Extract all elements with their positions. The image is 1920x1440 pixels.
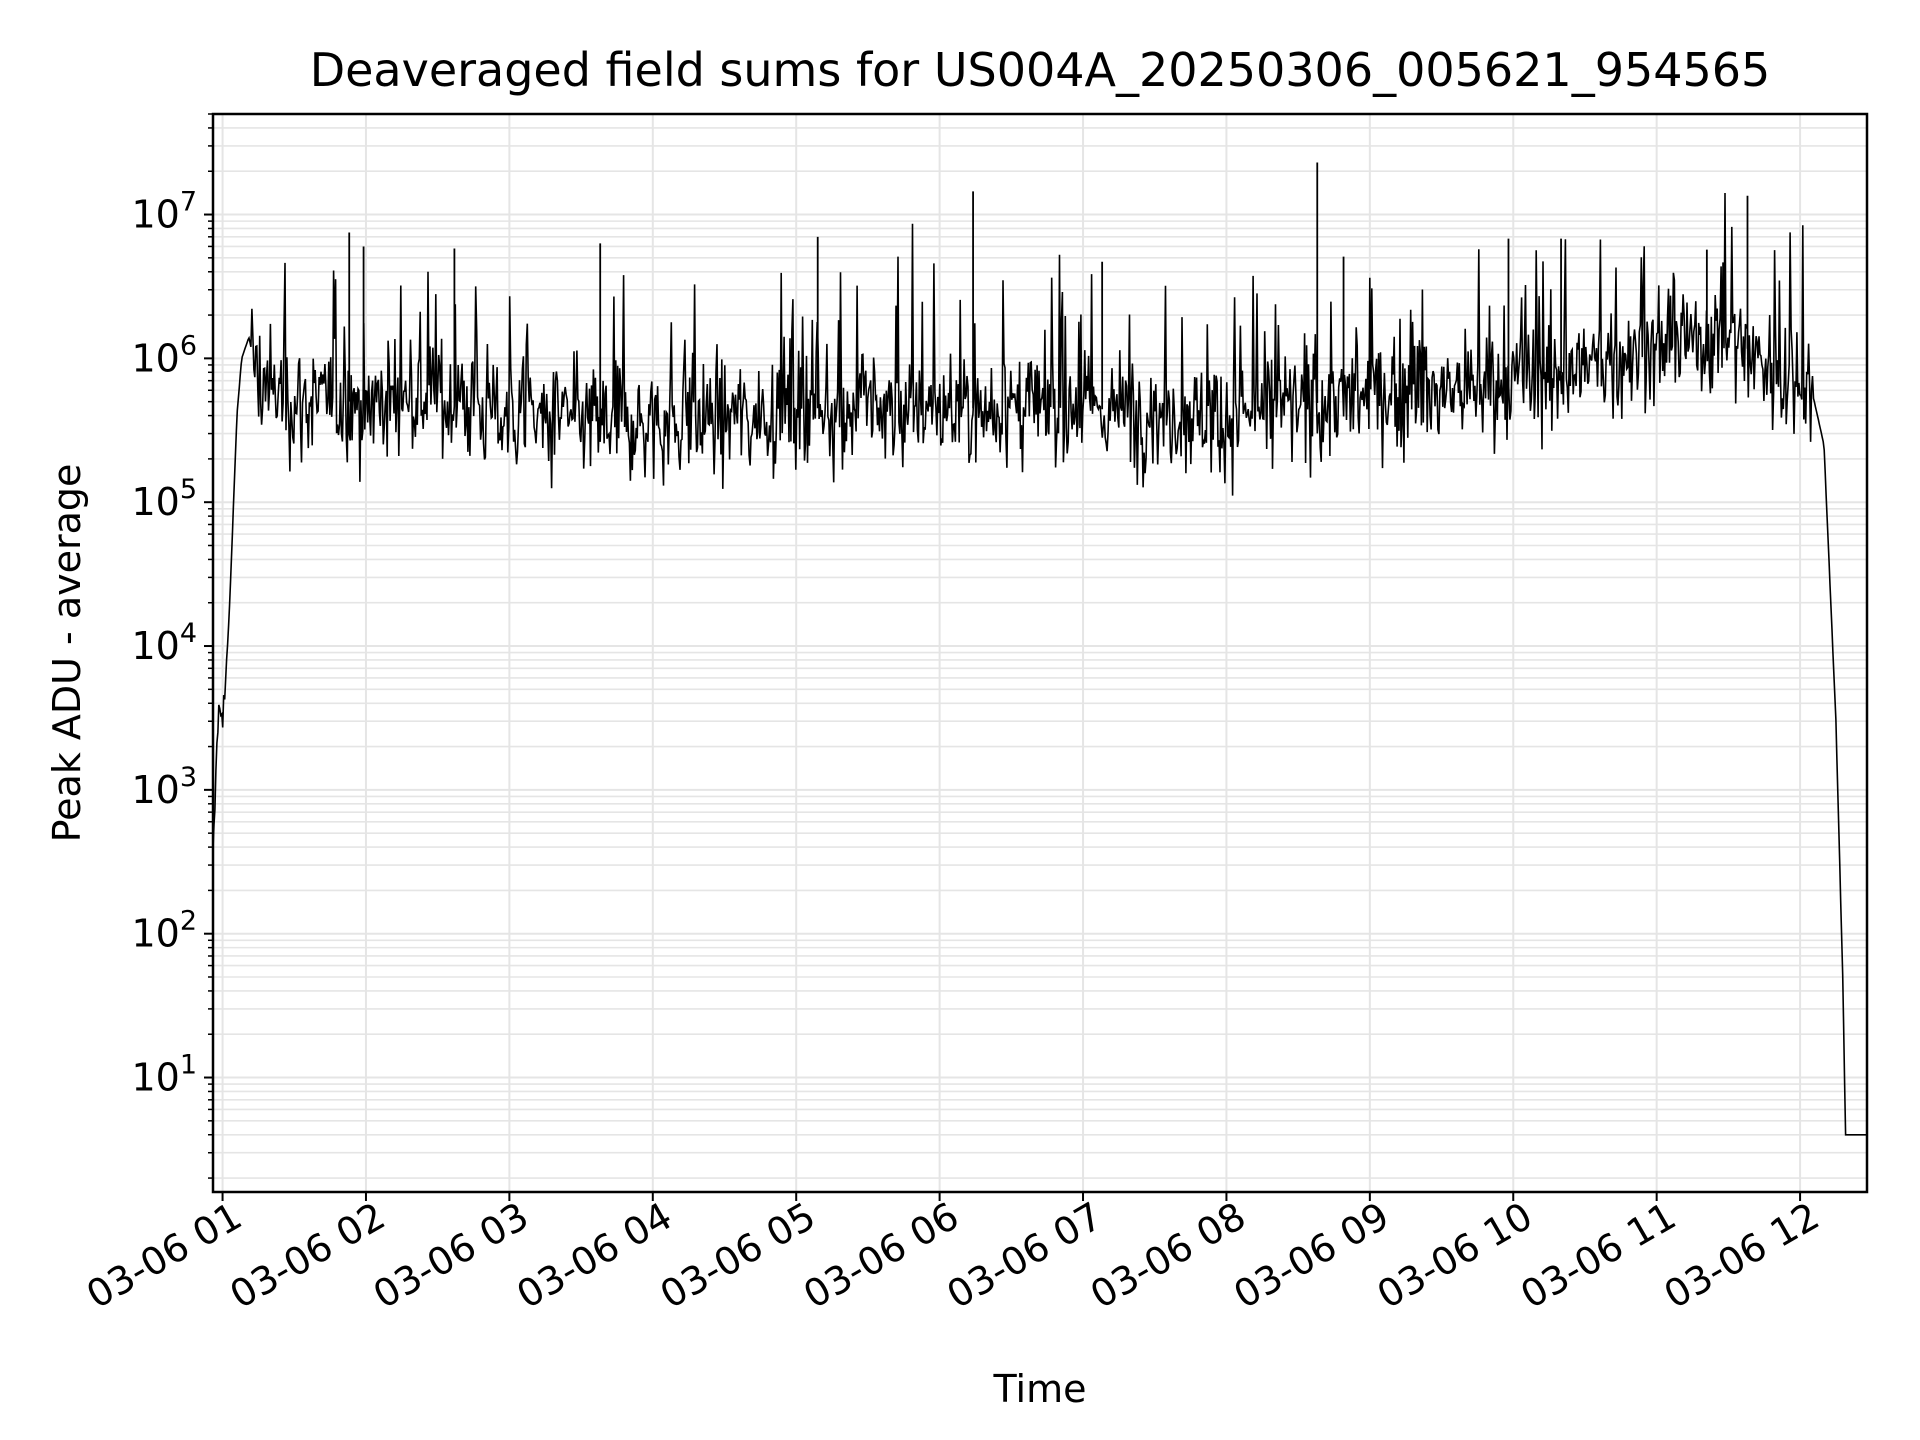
y-tick-label: 103 — [131, 762, 197, 812]
y-tick-label: 101 — [131, 1050, 197, 1100]
x-axis-label: Time — [993, 1367, 1087, 1411]
y-axis: 101 102 103 104 105 106 107 — [131, 113, 213, 1179]
grid — [213, 113, 1867, 1192]
series-line — [212, 192, 1867, 1136]
y-tick-label: 106 — [131, 330, 197, 380]
y-tick-label: 107 — [131, 187, 197, 237]
y-tick-label: 104 — [131, 618, 197, 668]
chart-title: Deaveraged field sums for US004A_2025030… — [310, 43, 1771, 97]
y-tick-label: 105 — [131, 474, 197, 524]
y-axis-label: Peak ADU - average — [45, 464, 89, 843]
data-series — [212, 162, 1867, 1136]
y-tick-label: 102 — [131, 906, 197, 956]
